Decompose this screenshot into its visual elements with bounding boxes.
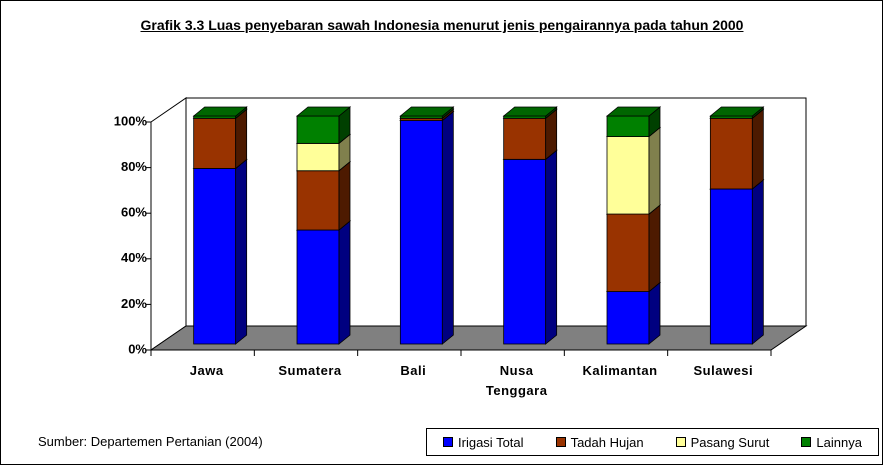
bar-segment [296, 170, 340, 231]
legend-label: Irigasi Total [458, 434, 524, 450]
bar-segment [709, 188, 753, 345]
y-tick-label: 60% [121, 205, 147, 220]
chart-title: Grafik 3.3 Luas penyebaran sawah Indones… [140, 17, 744, 33]
bar-segment [709, 117, 753, 190]
bar-top [399, 106, 455, 117]
legend: Irigasi Total Tadah Hujan Pasang Surut Lain… [426, 428, 879, 456]
legend-label: Lainnya [816, 434, 862, 450]
source-note: Sumber: Departemen Pertanian (2004) [38, 434, 263, 449]
bar-top [709, 106, 765, 117]
bar-segment [606, 115, 650, 137]
y-tick-label: 40% [121, 250, 147, 265]
bar-side [545, 149, 558, 345]
bar-side [751, 179, 764, 345]
bar-side [235, 108, 248, 170]
x-tick-label: Nusa Tenggara [485, 363, 548, 398]
legend-swatch [443, 437, 454, 447]
bar-segment [193, 168, 237, 345]
legend-item: Pasang Surut [675, 434, 770, 450]
bar-top [605, 106, 662, 117]
bar-segment [503, 117, 547, 160]
legend-swatch [555, 437, 566, 447]
legend-item: Tadah Hujan [555, 434, 644, 450]
x-tick-label: Kalimantan [582, 363, 658, 378]
bar-side [235, 158, 248, 345]
legend-swatch [801, 437, 812, 447]
bar-segment [296, 229, 340, 345]
legend-swatch [675, 437, 686, 447]
legend-label: Pasang Surut [690, 434, 770, 450]
bar-side [441, 110, 454, 345]
bar-segment [606, 291, 650, 345]
x-tick-label: Jawa [189, 363, 224, 378]
legend-item: Irigasi Total [443, 435, 524, 450]
bar-side [648, 204, 661, 293]
y-tick-label: 20% [121, 296, 147, 311]
bar-segment [296, 142, 340, 172]
bar-side [751, 108, 764, 190]
bar-top [502, 106, 558, 117]
bar-segment [606, 213, 650, 292]
bar-segment [296, 115, 340, 144]
x-tick-label: Sulawesi [693, 363, 754, 378]
bar-segment [399, 120, 443, 345]
side-wall [150, 97, 187, 351]
legend-label: Tadah Hujan [570, 434, 644, 450]
bar-segment [193, 117, 237, 169]
bar-side [338, 220, 351, 345]
bar-segment [503, 158, 547, 345]
y-tick-label: 80% [121, 159, 147, 174]
legend-item: Lainnya [801, 435, 862, 450]
x-tick-label: Bali [400, 363, 427, 378]
bar-side [338, 160, 351, 231]
bar-side [648, 281, 661, 345]
floor [149, 325, 808, 351]
y-tick-label: 100% [114, 113, 148, 128]
bar-top [192, 106, 248, 117]
x-tick-label: Sumatera [278, 363, 342, 378]
y-tick-label: 0% [128, 341, 147, 356]
bar-side [648, 126, 661, 215]
bar-top [295, 106, 352, 117]
bar-segment [606, 136, 650, 215]
